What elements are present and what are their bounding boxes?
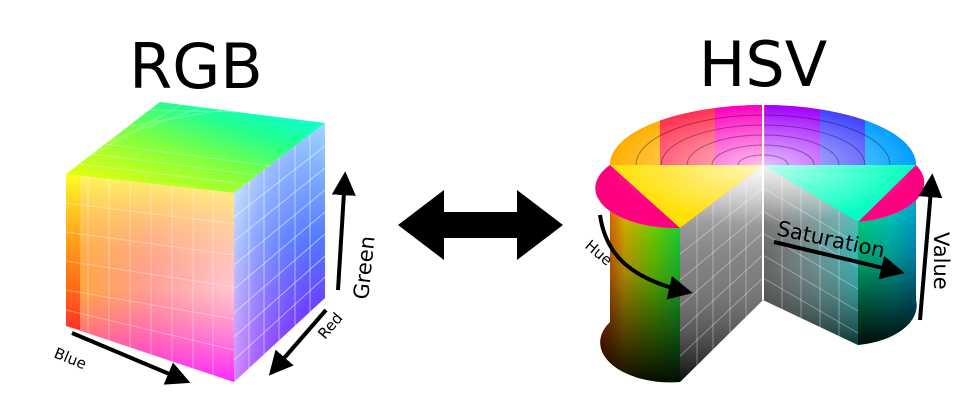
value-axis-arrow [918,173,943,321]
green-axis-arrow [331,171,356,291]
rgb-title: RGB [129,30,263,103]
red-axis-arrow [268,308,328,376]
red-axis-label: Red [314,309,346,342]
saturation-axis-arrow [773,240,905,280]
green-axis-label: Green [349,235,380,301]
rgb-cube-top-face [66,102,325,193]
hsv-cylinder [595,105,925,383]
hsv-title: HSV [699,28,827,101]
rgb-cube [65,102,326,382]
value-axis-label: Value [929,232,953,290]
blue-axis-arrow [71,331,191,385]
blue-axis-label: Blue [52,344,90,373]
hue-axis-arrow [598,214,693,300]
conversion-double-arrow [398,190,563,260]
